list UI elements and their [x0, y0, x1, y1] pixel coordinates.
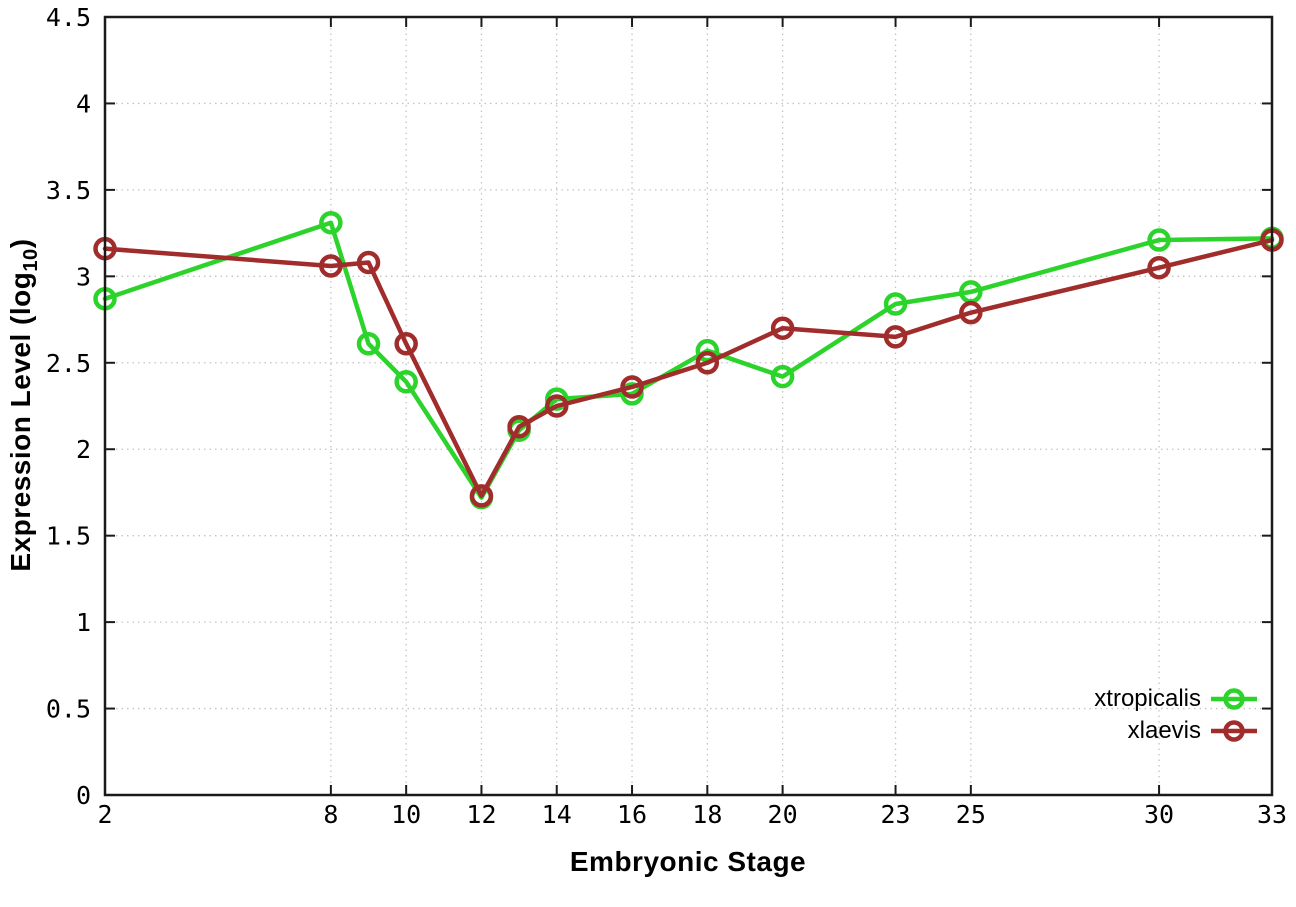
- x-tick-label-16: 16: [617, 800, 647, 829]
- y-tick-label-3.5: 3.5: [46, 176, 91, 205]
- series-xlaevis-line: [102, 237, 1275, 499]
- y-tick-label-1: 1: [76, 608, 91, 637]
- plot-border-rect: [103, 15, 1274, 797]
- y-axis-title-subscript: 10: [19, 248, 42, 272]
- series-xtropicalis-marker-stage-18: [695, 338, 720, 363]
- axis-tick-marks: [104, 16, 1273, 796]
- series-xlaevis-marker-stage-8: [319, 254, 343, 278]
- y-tick-label-2: 2: [76, 435, 91, 464]
- legend: xtropicalis xlaevis: [1094, 685, 1258, 744]
- series-xtropicalis-marker-stage-10: [394, 370, 418, 394]
- series-xlaevis-marker-stage-25: [959, 300, 983, 325]
- series-xlaevis-marker-stage-9: [356, 250, 381, 275]
- series-xtropicalis-marker-stage-30: [1147, 228, 1171, 252]
- x-tick-label-18: 18: [692, 800, 722, 829]
- data-series: [93, 210, 1284, 510]
- x-tick-label-33: 33: [1257, 800, 1287, 829]
- series-xtropicalis-marker-stage-8: [319, 210, 343, 235]
- x-tick-label-12: 12: [466, 800, 496, 829]
- legend-label-xtropicalis: xtropicalis: [1094, 685, 1201, 712]
- x-tick-label-25: 25: [956, 800, 986, 829]
- y-tick-label-0: 0: [76, 781, 91, 810]
- series-xlaevis-marker-stage-10: [394, 332, 418, 356]
- y-tick-label-3: 3: [76, 262, 91, 291]
- x-tick-label-2: 2: [97, 800, 112, 829]
- legend-sample-xlaevis: [1211, 720, 1257, 742]
- x-tick-label-10: 10: [391, 800, 421, 829]
- x-axis-title: Embryonic Stage: [569, 846, 807, 877]
- x-tick-label-30: 30: [1144, 800, 1174, 829]
- y-tick-label-0.5: 0.5: [46, 695, 91, 724]
- legend-label-xlaevis: xlaevis: [1127, 717, 1201, 744]
- series-xtropicalis-marker-stage-23: [883, 292, 908, 316]
- y-tick-label-1.5: 1.5: [46, 522, 91, 551]
- series-xlaevis-marker-stage-12: [469, 484, 494, 508]
- x-tick-label-14: 14: [542, 800, 572, 829]
- x-tick-label-23: 23: [880, 800, 910, 829]
- y-axis-title: Expression Level (log10): [5, 238, 43, 571]
- x-tick-label-20: 20: [768, 800, 798, 829]
- series-xlaevis-marker-stage-23: [883, 325, 908, 349]
- plot-border: [103, 15, 1274, 797]
- series-xlaevis-marker-stage-16: [620, 375, 644, 399]
- y-tick-label-2.5: 2.5: [46, 349, 91, 378]
- x-tick-label-8: 8: [323, 800, 338, 829]
- x-tick-labels: 2 8 10 12 14 16 18 20 23 25 30 33: [97, 800, 1287, 829]
- legend-sample-xtropicalis: [1211, 688, 1257, 710]
- y-axis-title-end: ): [5, 238, 37, 249]
- series-xlaevis-marker-stage-20: [770, 316, 795, 340]
- series-xlaevis-marker-stage-13: [507, 414, 531, 439]
- series-xlaevis-marker-stage-14: [544, 394, 569, 418]
- series-xlaevis-marker-stage-18: [695, 351, 720, 375]
- series-xtropicalis-marker-stage-9: [356, 332, 381, 356]
- legend-row-xlaevis: xlaevis: [1094, 717, 1258, 744]
- legend-row-xtropicalis: xtropicalis: [1094, 685, 1258, 712]
- y-tick-labels: 0 0.5 1 1.5 2 2.5 3 3.5 4 4.5: [46, 3, 91, 810]
- series-xlaevis-marker-stage-30: [1147, 255, 1171, 280]
- series-xtropicalis-marker-stage-16: [620, 382, 644, 406]
- y-axis-title-main: Expression Level (log: [5, 271, 37, 572]
- gridlines: [105, 17, 1272, 795]
- series-xtropicalis-marker-stage-20: [770, 364, 795, 389]
- series-xtropicalis-marker-stage-14: [544, 387, 569, 411]
- y-tick-label-4.5: 4.5: [46, 3, 91, 32]
- y-tick-label-4: 4: [76, 89, 91, 118]
